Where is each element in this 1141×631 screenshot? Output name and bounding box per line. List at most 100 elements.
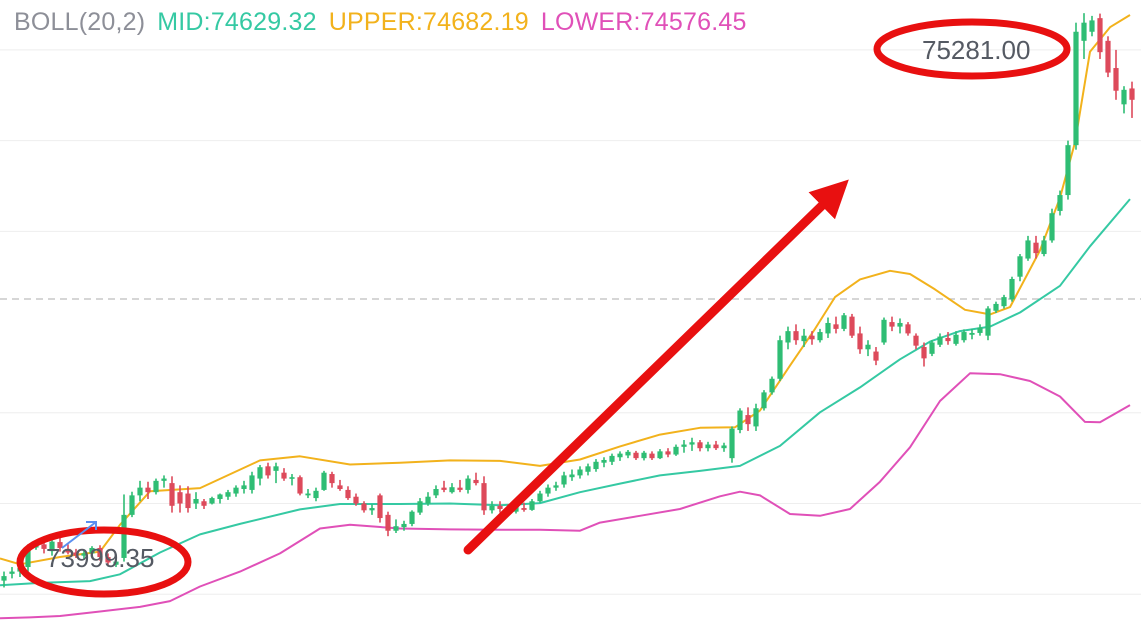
candle-76	[609, 453, 615, 465]
candle-body	[193, 498, 199, 504]
candle-body	[41, 544, 47, 549]
candle-60	[481, 476, 487, 515]
candle-48	[385, 511, 391, 537]
candle-body	[1073, 31, 1079, 146]
candle-body	[1041, 240, 1047, 255]
candle-85	[681, 440, 687, 453]
candle-100	[801, 328, 807, 348]
candle-75	[601, 457, 607, 468]
candle-body	[489, 505, 495, 511]
candle-body	[345, 489, 351, 499]
candle-113	[905, 322, 911, 336]
candle-8	[65, 544, 71, 555]
candle-body	[97, 547, 103, 558]
candle-body	[1025, 240, 1031, 259]
candle-body	[769, 378, 775, 393]
candle-66	[529, 498, 535, 511]
candle-body	[473, 479, 479, 484]
candle-body	[481, 483, 487, 511]
candle-18	[145, 481, 151, 499]
candle-87	[697, 440, 703, 452]
candle-34	[273, 462, 279, 484]
candle-body	[945, 337, 951, 342]
boll-upper-line	[0, 14, 1131, 566]
candle-139	[1113, 49, 1119, 100]
candle-95	[761, 390, 767, 411]
candle-69	[553, 481, 559, 491]
candlesticks	[1, 13, 1135, 588]
candle-body	[329, 474, 335, 484]
candle-body	[577, 469, 583, 476]
candle-109	[873, 347, 879, 366]
candle-body	[833, 324, 839, 329]
candle-13	[105, 553, 111, 566]
candle-body	[457, 487, 463, 490]
boll-lower-line	[0, 372, 1131, 620]
candle-body	[257, 467, 263, 479]
candle-body	[225, 492, 231, 497]
candle-body	[745, 415, 751, 425]
candle-body	[961, 332, 967, 341]
candle-body	[929, 342, 935, 354]
candle-body	[729, 428, 735, 459]
candle-body	[569, 474, 575, 478]
candle-41	[329, 471, 335, 488]
candle-body	[1065, 145, 1071, 196]
candle-body	[825, 322, 831, 334]
candle-body	[857, 333, 863, 350]
candle-103	[825, 317, 831, 338]
candle-body	[1089, 20, 1095, 32]
candle-body	[1017, 256, 1023, 277]
candle-115	[921, 342, 927, 367]
candle-body	[217, 494, 223, 499]
candle-105	[841, 313, 847, 332]
candle-70	[561, 471, 567, 488]
candle-11	[89, 546, 95, 557]
candle-71	[569, 469, 575, 481]
candle-52	[417, 498, 423, 515]
legend-mid-value: MID:74629.32	[157, 8, 317, 36]
candle-body	[57, 542, 63, 548]
candle-45	[361, 501, 367, 513]
candle-47	[377, 493, 383, 523]
candle-body	[441, 487, 447, 490]
candle-body	[681, 444, 687, 447]
candle-body	[169, 483, 175, 506]
candle-body	[705, 444, 711, 449]
candle-body	[425, 496, 431, 504]
candle-body	[297, 477, 303, 494]
candle-body	[9, 571, 15, 574]
legend-upper-value: UPPER:74682.19	[328, 8, 529, 36]
candle-body	[545, 487, 551, 494]
candle-body	[1009, 278, 1015, 300]
candle-81	[649, 451, 655, 460]
candle-84	[673, 444, 679, 456]
candle-body	[1129, 88, 1135, 100]
candle-body	[281, 472, 287, 479]
candle-56	[449, 483, 455, 494]
candle-body	[617, 453, 623, 458]
candle-99	[793, 324, 799, 345]
candle-77	[617, 451, 623, 461]
candle-21	[169, 476, 175, 513]
candle-body	[521, 508, 527, 510]
candle-132	[1057, 190, 1063, 216]
candle-134	[1073, 22, 1079, 150]
candle-body	[801, 335, 807, 342]
candle-44	[353, 493, 359, 506]
candle-53	[425, 492, 431, 506]
candle-31	[249, 471, 255, 494]
candle-body	[249, 475, 255, 490]
candle-body	[1033, 242, 1039, 254]
candle-73	[585, 463, 591, 476]
candle-body	[1121, 89, 1127, 105]
candle-102	[817, 328, 823, 343]
candle-38	[305, 489, 311, 499]
candle-10	[81, 550, 87, 560]
candle-body	[265, 466, 271, 476]
candle-101	[809, 331, 815, 345]
candle-46	[369, 504, 375, 515]
candle-body	[321, 472, 327, 490]
